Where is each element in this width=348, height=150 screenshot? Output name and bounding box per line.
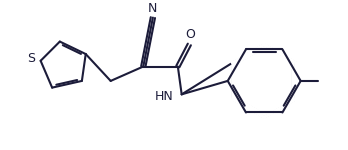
Text: N: N [148, 2, 158, 15]
Text: HN: HN [155, 90, 174, 103]
Text: S: S [27, 52, 35, 65]
Text: O: O [185, 28, 195, 41]
